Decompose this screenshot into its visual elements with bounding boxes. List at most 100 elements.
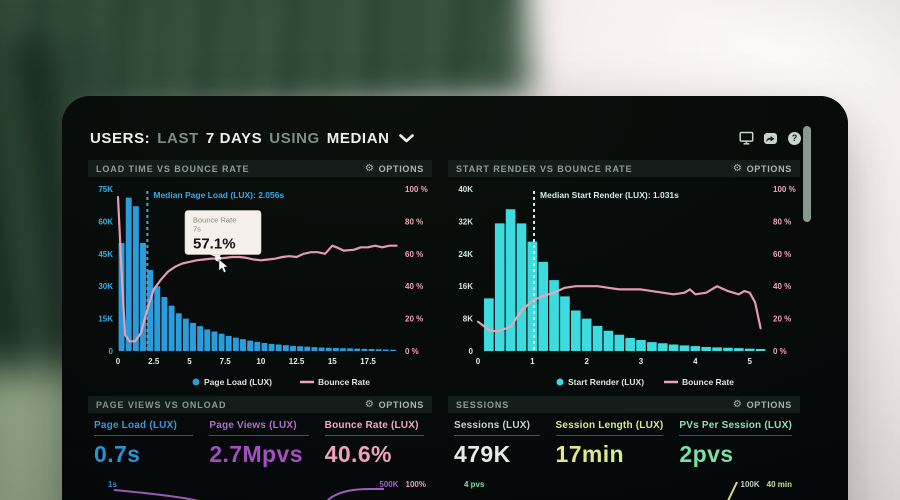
start-render-chart[interactable]: 40K 32K 24K 16K 8K 0 100 % 80 % 60 % 40 % 20 % 0 % 0… <box>448 177 800 390</box>
gear-icon: ⚙ <box>364 398 375 410</box>
panel-sessions-header: SESSIONS ⚙ OPTIONS <box>448 396 800 413</box>
axis-label: 4 pvs <box>464 480 485 489</box>
svg-text:60 %: 60 % <box>405 250 423 259</box>
svg-text:0: 0 <box>116 357 121 366</box>
panel-page-views: PAGE VIEWS VS ONLOAD ⚙ OPTIONS Page Load… <box>88 396 432 500</box>
title-users: USERS: <box>90 129 151 147</box>
app-header: USERS: LAST 7 DAYS USING MEDIAN <box>90 126 802 150</box>
axis-label: 100K 40 min <box>740 480 792 489</box>
mini-chart-lines <box>727 481 738 500</box>
svg-text:0: 0 <box>469 347 474 356</box>
laptop-screen: USERS: LAST 7 DAYS USING MEDIAN <box>62 96 848 500</box>
stat-page-views: Page Views (LUX) 2.7Mpvs <box>209 420 309 468</box>
axis-label: 500K 100% <box>379 480 426 489</box>
svg-text:20 %: 20 % <box>773 315 791 324</box>
panel-sessions: SESSIONS ⚙ OPTIONS Sessions (LUX) 479K S… <box>448 396 800 500</box>
svg-text:16K: 16K <box>458 282 473 291</box>
panel-page-views-header: PAGE VIEWS VS ONLOAD ⚙ OPTIONS <box>88 396 432 413</box>
panel-load-time-header: LOAD TIME VS BOUNCE RATE ⚙ OPTIONS <box>88 160 432 177</box>
stat-sessions: Sessions (LUX) 479K <box>454 420 540 468</box>
help-icon[interactable]: ? <box>787 131 802 146</box>
svg-text:20 %: 20 % <box>405 315 423 324</box>
svg-text:80 %: 80 % <box>405 217 423 226</box>
svg-text:80 %: 80 % <box>773 217 791 226</box>
svg-text:12.5: 12.5 <box>289 357 305 366</box>
load-time-chart[interactable]: 75K 60K 45K 30K 15K 0 100 % 80 % 60 % 40 % 20 % 0 %… <box>88 177 432 390</box>
panel-start-render: START RENDER VS BOUNCE RATE ⚙ OPTIONS 40… <box>448 160 800 392</box>
svg-text:Bounce Rate: Bounce Rate <box>682 377 734 387</box>
stats-row: Sessions (LUX) 479K Session Length (LUX)… <box>448 413 800 468</box>
dashboard: USERS: LAST 7 DAYS USING MEDIAN <box>62 96 848 500</box>
svg-text:Median Start Render (LUX): 1.0: Median Start Render (LUX): 1.031s <box>540 190 679 200</box>
chevron-down-icon <box>398 133 414 142</box>
panel-title: SESSIONS <box>456 399 510 410</box>
svg-text:40 %: 40 % <box>773 282 791 291</box>
svg-text:60 %: 60 % <box>773 250 791 259</box>
gear-icon: ⚙ <box>732 398 743 410</box>
svg-text:32K: 32K <box>458 217 473 226</box>
svg-text:0 %: 0 % <box>773 347 787 356</box>
svg-text:10: 10 <box>256 357 265 366</box>
svg-text:60K: 60K <box>98 217 113 226</box>
svg-text:24K: 24K <box>458 250 473 259</box>
title-median: MEDIAN <box>326 129 390 147</box>
svg-text:100 %: 100 % <box>773 185 796 194</box>
panel-title: LOAD TIME VS BOUNCE RATE <box>96 163 250 174</box>
scrollbar[interactable] <box>803 126 811 222</box>
svg-text:5: 5 <box>187 357 192 366</box>
svg-text:1: 1 <box>530 357 535 366</box>
svg-text:7.5: 7.5 <box>220 357 232 366</box>
options-button[interactable]: ⚙ OPTIONS <box>732 162 792 174</box>
svg-text:0: 0 <box>476 357 481 366</box>
svg-text:Median Page Load (LUX): 2.056s: Median Page Load (LUX): 2.056s <box>153 190 284 200</box>
options-button[interactable]: ⚙ OPTIONS <box>364 162 424 174</box>
stat-bounce-rate: Bounce Rate (LUX) 40.6% <box>324 420 424 468</box>
header-icons: ? <box>739 131 802 146</box>
panel-title: START RENDER VS BOUNCE RATE <box>456 163 633 174</box>
panel-load-time: LOAD TIME VS BOUNCE RATE ⚙ OPTIONS 75K 60… <box>88 160 432 392</box>
svg-text:3: 3 <box>639 357 644 366</box>
svg-text:17.5: 17.5 <box>360 357 376 366</box>
display-icon[interactable] <box>739 131 754 146</box>
stat-session-length: Session Length (LUX) 17min <box>555 420 664 467</box>
title-days: 7 DAYS <box>205 129 263 147</box>
stat-page-load: Page Load (LUX) 0.7s <box>94 420 194 468</box>
svg-text:57.1%: 57.1% <box>193 235 236 252</box>
svg-text:40 %: 40 % <box>405 282 423 291</box>
sessions-mini-chart[interactable]: 4 pvs 3.2 pvs 100K 40 min 80K 32 min <box>448 478 800 500</box>
svg-text:40K: 40K <box>458 185 473 194</box>
axis-label: 1s <box>108 480 117 489</box>
svg-text:30K: 30K <box>98 282 113 291</box>
svg-text:45K: 45K <box>98 250 113 259</box>
svg-text:2: 2 <box>584 357 589 366</box>
svg-text:8K: 8K <box>463 315 473 324</box>
svg-text:Bounce Rate: Bounce Rate <box>193 215 236 224</box>
svg-text:0: 0 <box>109 347 114 356</box>
title-last: LAST <box>157 129 199 147</box>
svg-text:4: 4 <box>693 357 698 366</box>
svg-text:100 %: 100 % <box>405 185 428 194</box>
gear-icon: ⚙ <box>364 162 375 174</box>
svg-text:0 %: 0 % <box>405 347 419 356</box>
svg-text:Start Render (LUX): Start Render (LUX) <box>568 377 644 387</box>
options-button[interactable]: ⚙ OPTIONS <box>732 398 792 410</box>
svg-text:Page Load (LUX): Page Load (LUX) <box>204 377 272 387</box>
svg-text:Bounce Rate: Bounce Rate <box>318 377 370 387</box>
svg-text:75K: 75K <box>98 185 113 194</box>
title-using: USING <box>269 129 320 147</box>
stat-pvs-per-session: PVs Per Session (LUX) 2pvs <box>679 420 792 467</box>
panel-start-render-header: START RENDER VS BOUNCE RATE ⚙ OPTIONS <box>448 160 800 177</box>
panel-title: PAGE VIEWS VS ONLOAD <box>96 399 227 410</box>
gear-icon: ⚙ <box>732 162 743 174</box>
svg-text:2.5: 2.5 <box>148 357 160 366</box>
svg-text:5: 5 <box>747 357 752 366</box>
svg-text:15K: 15K <box>98 315 113 324</box>
options-button[interactable]: ⚙ OPTIONS <box>364 398 424 410</box>
stats-row: Page Load (LUX) 0.7s Page Views (LUX) 2.… <box>88 413 432 468</box>
svg-text:15: 15 <box>328 357 337 366</box>
page-views-mini-chart[interactable]: 1s 0.8s 500K 100% 400K 80% <box>88 478 432 500</box>
svg-text:7s: 7s <box>193 224 201 233</box>
users-range-dropdown[interactable]: USERS: LAST 7 DAYS USING MEDIAN <box>90 130 414 147</box>
share-icon[interactable] <box>763 131 778 146</box>
